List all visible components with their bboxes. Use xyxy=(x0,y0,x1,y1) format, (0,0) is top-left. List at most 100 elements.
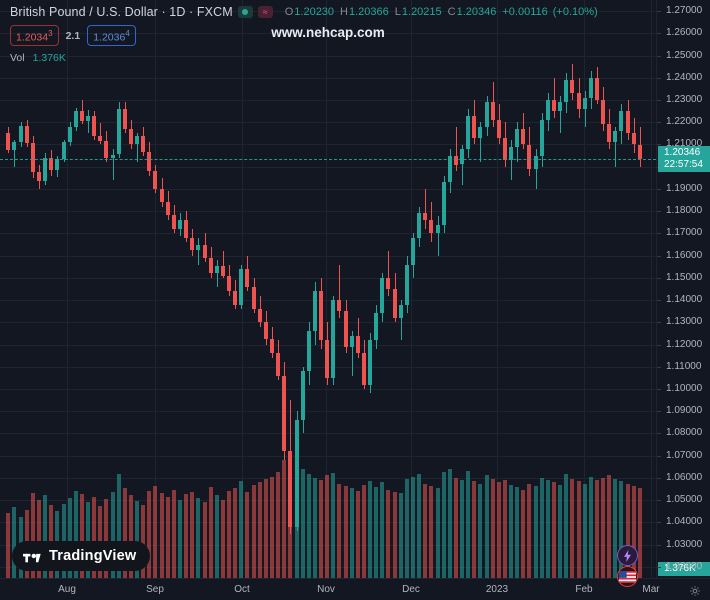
volume-label: Vol xyxy=(10,52,25,64)
volume-bar xyxy=(509,484,513,578)
candle-body xyxy=(564,80,568,103)
volume-bar xyxy=(374,487,378,578)
volume-bar xyxy=(147,490,151,578)
candle-body xyxy=(589,77,593,98)
candle-body xyxy=(442,182,446,225)
gridline-vertical xyxy=(155,0,156,578)
candle-body xyxy=(86,115,90,122)
candle-body xyxy=(62,142,66,159)
volume-bar xyxy=(411,476,415,578)
candle-body xyxy=(509,146,513,161)
candle-body xyxy=(313,291,317,332)
volume-bar xyxy=(429,485,433,578)
bolt-button[interactable] xyxy=(617,545,638,566)
candle-body xyxy=(98,135,102,142)
volume-bar xyxy=(521,489,525,578)
flag-button[interactable] xyxy=(617,566,638,587)
candle-body xyxy=(111,154,115,158)
volume-bar xyxy=(215,495,219,578)
volume-bar xyxy=(92,496,96,578)
volume-legend[interactable]: Vol 1.376K xyxy=(10,52,603,64)
bar-countdown: 22:57:54 xyxy=(664,159,703,170)
gridline-horizontal xyxy=(0,11,656,12)
candle-wick xyxy=(339,264,340,318)
candle-body xyxy=(252,286,256,309)
candle-body xyxy=(295,420,299,527)
candle-body xyxy=(497,120,501,138)
volume-bar xyxy=(245,491,249,578)
candle-wick xyxy=(480,122,481,163)
chart-plot-area[interactable] xyxy=(0,0,656,578)
candle-body xyxy=(80,111,84,122)
volume-bar xyxy=(111,491,115,578)
volume-bar xyxy=(62,503,66,578)
price-axis-tick: 1.27000 xyxy=(657,5,710,17)
session-status-chip[interactable] xyxy=(237,6,253,18)
volume-bar xyxy=(337,483,341,578)
low-value: 1.20215 xyxy=(401,6,442,18)
candle-wick xyxy=(585,91,586,127)
volume-bar xyxy=(233,488,237,578)
candle-body xyxy=(129,128,133,145)
candle-body xyxy=(558,102,562,112)
gridline-horizontal xyxy=(0,144,656,145)
data-source-chip[interactable]: ≈ xyxy=(257,6,273,18)
candle-body xyxy=(521,128,525,145)
volume-bar xyxy=(184,494,188,578)
volume-bar xyxy=(301,469,305,578)
candle-body xyxy=(491,102,495,121)
candle-body xyxy=(270,339,274,354)
volume-bar xyxy=(564,474,568,578)
settings-gear-icon[interactable] xyxy=(689,584,701,596)
candle-body xyxy=(448,155,452,183)
price-axis[interactable]: 1.20346 22:57:54 1.376K 1.27000 1.26000 1.… xyxy=(656,0,710,578)
candle-body xyxy=(356,335,360,354)
time-axis-tick: Nov xyxy=(317,584,335,595)
candle-body xyxy=(184,220,188,238)
volume-bar xyxy=(37,500,41,578)
ask-badge[interactable]: 1.20364 xyxy=(87,24,136,47)
candle-body xyxy=(25,125,29,144)
volume-bar xyxy=(601,477,605,578)
candle-wick xyxy=(554,77,555,118)
bid-value: 1.2034 xyxy=(16,31,49,44)
change-value: +0.00116 xyxy=(502,6,548,18)
candle-wick xyxy=(536,148,537,189)
candle-body xyxy=(380,277,384,314)
candle-body xyxy=(399,304,403,318)
legend-title-row: British Pound / U.S. Dollar · 1D · FXCM … xyxy=(10,4,603,20)
candle-body xyxy=(374,313,378,341)
candle-body xyxy=(546,100,550,121)
gridline-horizontal xyxy=(0,433,656,434)
volume-bar xyxy=(613,478,617,578)
candle-body xyxy=(393,289,397,318)
candle-body xyxy=(485,102,489,127)
time-axis-tick: Feb xyxy=(575,584,593,595)
bid-badge[interactable]: 1.20343 xyxy=(10,24,59,47)
high-label: H xyxy=(340,6,348,18)
candle-body xyxy=(12,142,16,151)
tradingview-logo[interactable]: TradingView xyxy=(12,541,151,571)
time-axis[interactable]: Aug Sep Oct Nov Dec 2023 Feb Mar xyxy=(0,578,710,600)
volume-bar xyxy=(503,480,507,578)
volume-bar xyxy=(491,478,495,578)
gridline-vertical xyxy=(584,0,585,578)
candle-body xyxy=(417,213,421,238)
volume-bar xyxy=(172,489,176,578)
volume-bar xyxy=(497,482,501,578)
candle-body xyxy=(19,125,23,143)
candle-body xyxy=(454,155,458,165)
symbol-title[interactable]: British Pound / U.S. Dollar · 1D · FXCM xyxy=(10,5,233,19)
gridline-horizontal xyxy=(0,189,656,190)
candle-body xyxy=(319,291,323,341)
price-axis-tick: 1.26000 xyxy=(657,27,710,39)
candle-body xyxy=(350,335,354,347)
candle-body xyxy=(141,135,145,153)
candle-wick xyxy=(217,260,218,287)
gridline-horizontal xyxy=(0,233,656,234)
candle-body xyxy=(386,277,390,289)
candle-body xyxy=(638,144,642,159)
candle-body xyxy=(49,157,53,171)
gridline-vertical xyxy=(497,0,498,578)
